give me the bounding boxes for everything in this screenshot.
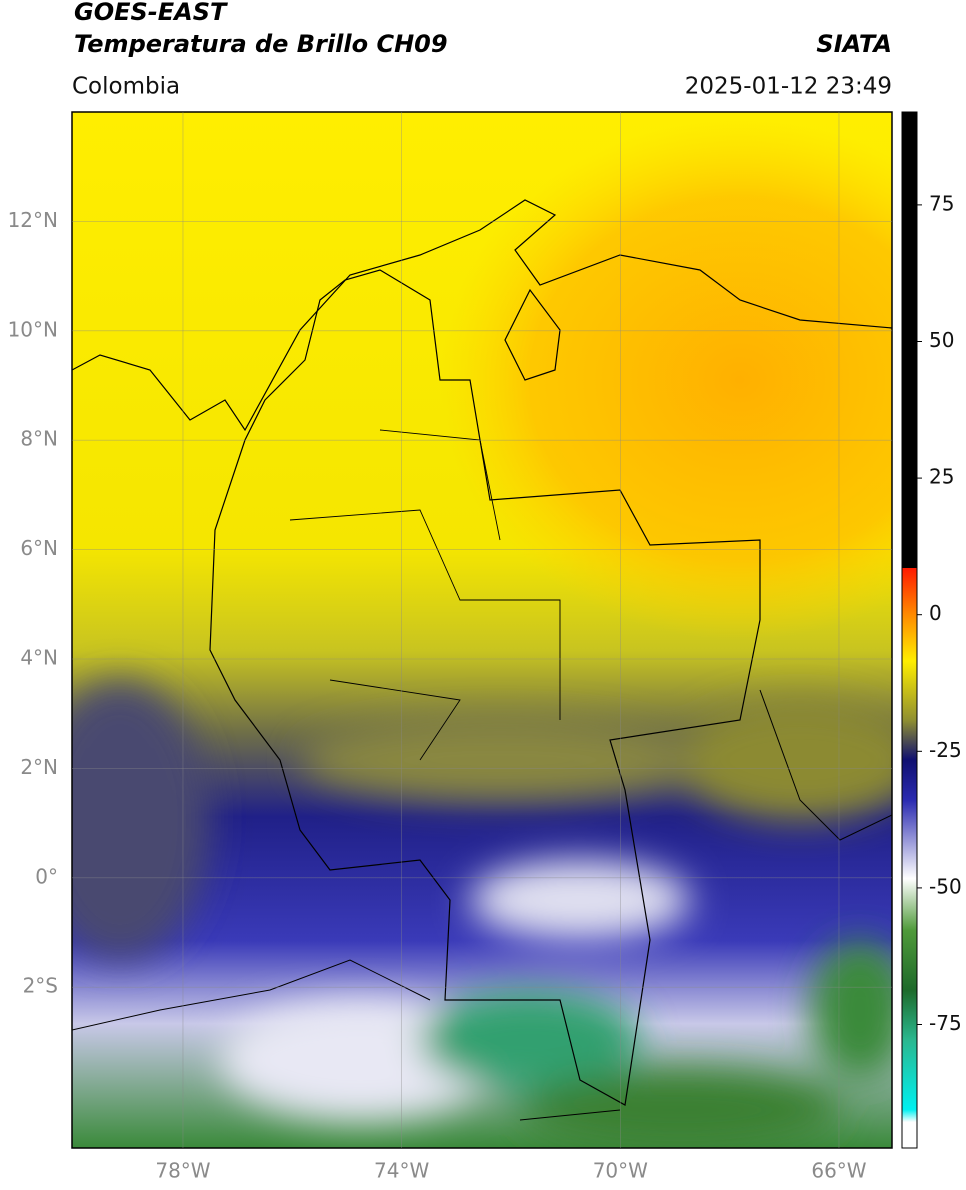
colorbar <box>901 111 918 1149</box>
colorbar-tick-label: -75 <box>929 1011 962 1035</box>
colorbar-tick-label: -50 <box>929 874 962 898</box>
lon-tick-label: 70°W <box>593 1159 648 1183</box>
lat-tick-label: 8°N <box>20 427 58 451</box>
colorbar-tick-label: 75 <box>929 191 954 215</box>
lat-tick-label: 12°N <box>8 208 58 232</box>
colorbar-tick-label: 25 <box>929 465 954 489</box>
datetime: 2025-01-12 23:49 <box>685 74 892 100</box>
lat-tick-label: 10°N <box>8 317 58 341</box>
colorbar-tick-label: -25 <box>929 738 962 762</box>
imagery <box>72 112 892 1148</box>
lat-tick-label: 6°N <box>20 536 58 560</box>
lon-tick-label: 74°W <box>374 1159 429 1183</box>
lat-tick-label: 2°N <box>20 755 58 779</box>
lon-tick-label: 78°W <box>155 1159 210 1183</box>
source: SIATA <box>816 30 892 58</box>
lon-tick-label: 66°W <box>811 1159 866 1183</box>
subtitle: Temperatura de Brillo CH09 <box>74 30 448 58</box>
map-frame <box>71 111 893 1149</box>
lat-tick-label: 4°N <box>20 645 58 669</box>
colorbar-tick-label: 0 <box>929 601 942 625</box>
colorbar-tick-label: 50 <box>929 328 954 352</box>
title: GOES-EAST <box>74 0 228 26</box>
lat-tick-label: 2°S <box>23 974 58 998</box>
region: Colombia <box>72 74 180 100</box>
lat-tick-label: 0° <box>35 864 58 888</box>
